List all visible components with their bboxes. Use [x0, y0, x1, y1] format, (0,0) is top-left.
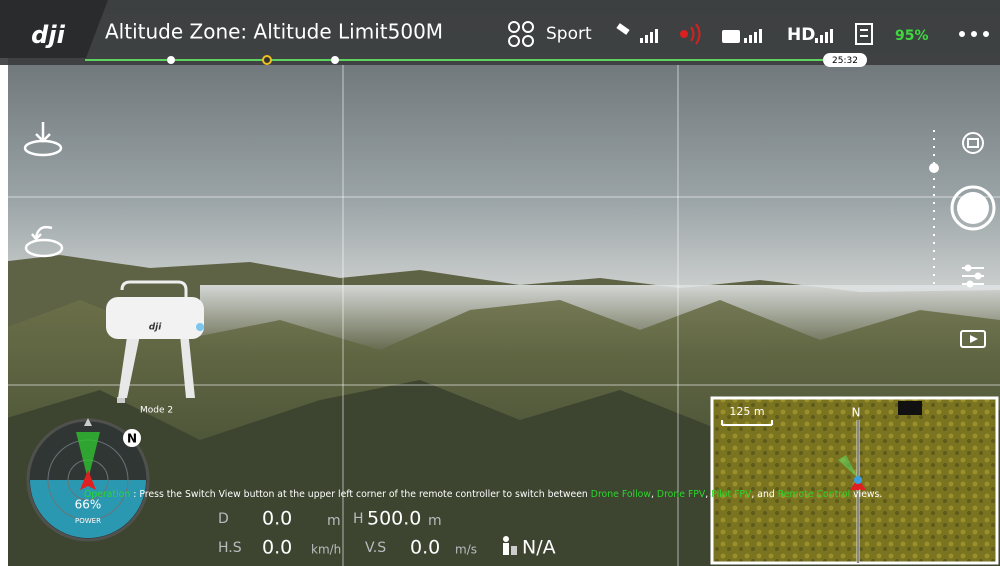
d-label: D	[218, 511, 229, 527]
h-label: H	[353, 511, 364, 527]
vs-label: V.S	[365, 540, 386, 556]
hs-value: 0.0	[262, 537, 292, 559]
view-grid	[0, 65, 1000, 566]
controller: dji	[106, 280, 204, 403]
rc-signal	[722, 29, 762, 43]
rc-warning-waves	[690, 23, 701, 45]
d-value: 0.0	[262, 508, 292, 530]
hint-segment: Operation	[84, 489, 130, 500]
drone-icon	[508, 21, 534, 47]
mini-map[interactable]	[710, 396, 999, 565]
time-pill	[823, 53, 867, 67]
hs-unit: km/h	[311, 543, 341, 557]
playback-button[interactable]	[960, 330, 986, 348]
waypoint	[331, 56, 339, 64]
radar	[26, 418, 150, 542]
hint-segment: ,	[651, 489, 657, 500]
hint-segment: views.	[850, 489, 882, 500]
camera-switch-button[interactable]	[962, 132, 984, 154]
telemetry: D 0.0 m H 500.0 m H.S 0.0 km/h V.S 0.0 m…	[218, 508, 556, 559]
settings-button[interactable]	[962, 264, 984, 288]
h-unit: m	[428, 513, 442, 529]
waypoint	[167, 56, 175, 64]
time: 25:32	[832, 56, 858, 66]
logo: dji	[31, 21, 65, 49]
h-value: 500.0	[367, 508, 421, 530]
map-north: N	[852, 406, 861, 420]
power-label: POWER	[75, 517, 101, 525]
title[interactable]: Altitude Zone: Altitude Limit500M	[105, 20, 443, 44]
hd-label: HD	[787, 25, 815, 45]
home-icon	[503, 536, 517, 555]
hd-signal	[815, 29, 833, 43]
return-home-button[interactable]	[24, 225, 64, 258]
takeoff-button[interactable]	[23, 122, 63, 157]
hint: Operation : Press the Switch View button…	[84, 489, 882, 500]
rc-warning	[680, 30, 688, 38]
logo-area[interactable]	[0, 0, 108, 58]
hint-segment: : Press the Switch View button at the up…	[130, 489, 591, 500]
hs-label: H.S	[218, 540, 242, 556]
hint-segment: Drone FPV	[657, 489, 706, 500]
home-distance: N/A	[522, 537, 556, 559]
zoom-slider[interactable]	[929, 130, 939, 285]
flight-mode[interactable]: Sport	[546, 24, 592, 44]
battery: 95%	[895, 28, 929, 44]
hint-segment: Pilot FPV	[711, 489, 752, 500]
hint-segment: ,	[705, 489, 711, 500]
shutter-button[interactable]	[950, 185, 996, 231]
hint-segment: , and	[751, 489, 777, 500]
hint-segment: Remote Control	[778, 489, 850, 500]
gps-signal	[616, 23, 658, 43]
hint-segment: Drone Follow	[591, 489, 652, 500]
left-edge	[0, 0, 8, 566]
battery-icon	[855, 23, 873, 45]
waypoint	[262, 55, 272, 65]
radar-north: N	[127, 432, 137, 446]
controller-mode: Mode 2	[140, 406, 173, 416]
svg-text:dji: dji	[149, 323, 163, 333]
d-unit: m	[327, 513, 341, 529]
shutter-core	[957, 192, 989, 224]
more-button[interactable]	[959, 31, 989, 37]
power-value: 66%	[75, 498, 102, 512]
vs-value: 0.0	[410, 537, 440, 559]
map-scale: 125 m	[729, 405, 764, 418]
vs-unit: m/s	[455, 543, 477, 557]
